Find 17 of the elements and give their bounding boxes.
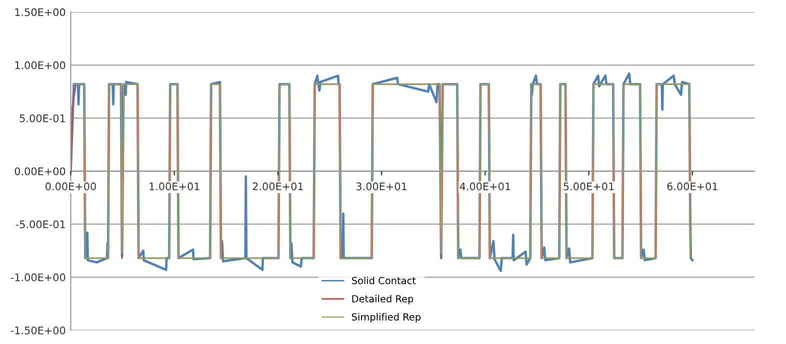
y-tick-label: -1.00E+00 [10, 273, 66, 282]
y-tick-label: 1.50E+00 [15, 8, 66, 16]
y-tick-label: -5.00E-01 [16, 220, 65, 228]
legend-label: Detailed Rep [352, 294, 414, 304]
x-tick-label: 3.00E+01 [356, 182, 406, 190]
legend-label: Simplified Rep [352, 313, 421, 322]
legend-label: Solid Contact [352, 276, 416, 284]
x-tick-label: 5.00E+01 [564, 182, 614, 190]
x-tick-label: 1.00E+01 [150, 182, 200, 190]
x-tick-label: 0.00E+00 [46, 182, 96, 190]
y-tick-label: 1.00E+00 [15, 61, 66, 70]
y-tick-label: -1.50E+00 [10, 326, 66, 334]
x-tick-label: 6.00E+01 [667, 182, 718, 190]
y-tick-label: 0.00E+00 [14, 167, 66, 176]
y-tick-label: 5.00E-01 [20, 114, 65, 122]
x-tick-label: 2.00E+01 [252, 182, 303, 190]
x-tick-label: 4.00E+01 [460, 182, 510, 190]
